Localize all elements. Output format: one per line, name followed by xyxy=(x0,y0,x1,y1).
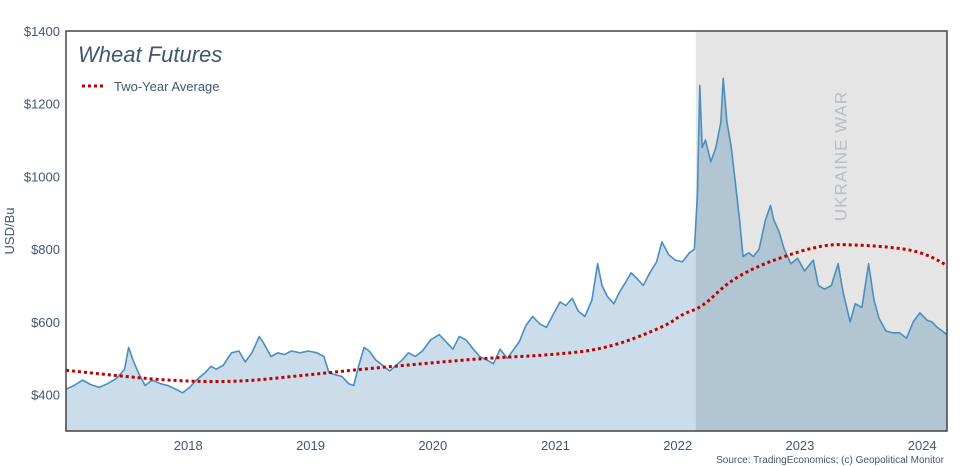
y-axis-ticks: $400 $600 $800 $1000 $1200 $1400 xyxy=(24,24,60,403)
y-tick-label: $1400 xyxy=(24,24,60,39)
y-tick-label: $600 xyxy=(31,315,60,330)
war-region-label: UKRAINE WAR xyxy=(832,91,851,221)
legend-label: Two-Year Average xyxy=(114,79,220,94)
x-axis-ticks: 2018 2019 2020 2021 2022 2023 2024 xyxy=(174,438,937,453)
x-tick-label: 2020 xyxy=(418,438,447,453)
y-tick-label: $400 xyxy=(31,388,60,403)
price-line xyxy=(65,77,948,394)
x-tick-label: 2022 xyxy=(663,438,692,453)
two-year-average-line xyxy=(65,243,948,384)
chart-title: Wheat Futures xyxy=(78,42,222,67)
source-note: Source: TradingEconomics; (c) Geopolitic… xyxy=(716,455,945,466)
price-area-fill-war xyxy=(695,78,947,432)
y-tick-label: $1200 xyxy=(24,97,60,112)
x-tick-label: 2023 xyxy=(785,438,814,453)
x-tick-label: 2018 xyxy=(174,438,203,453)
y-tick-label: $800 xyxy=(31,242,60,257)
plot-border xyxy=(65,30,948,432)
x-tick-label: 2024 xyxy=(908,438,937,453)
x-tick-label: 2019 xyxy=(296,438,325,453)
y-axis-label: USD/Bu xyxy=(2,208,17,255)
x-tick-label: 2021 xyxy=(541,438,570,453)
y-tick-label: $1000 xyxy=(24,169,60,184)
